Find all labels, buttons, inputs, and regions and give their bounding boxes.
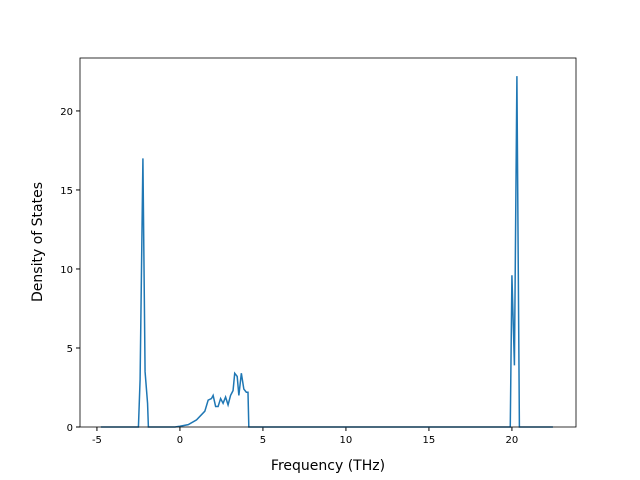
x-tick-label: -5 — [92, 435, 102, 446]
y-tick-label: 20 — [60, 107, 73, 118]
x-tick-label: 5 — [260, 435, 266, 446]
data-line — [100, 76, 553, 428]
plot-frame — [79, 57, 577, 428]
x-tick-label: 10 — [340, 435, 353, 446]
y-axis-label: Density of States — [30, 182, 46, 302]
x-tick-label: 15 — [423, 435, 436, 446]
y-tick-label: 5 — [67, 344, 73, 355]
y-tick-label: 10 — [60, 265, 73, 276]
x-tick-label: 20 — [506, 435, 519, 446]
x-tick-label: 0 — [177, 435, 183, 446]
x-axis-label: Frequency (THz) — [271, 458, 385, 474]
y-tick-label: 15 — [60, 186, 73, 197]
y-tick-label: 0 — [67, 423, 73, 434]
